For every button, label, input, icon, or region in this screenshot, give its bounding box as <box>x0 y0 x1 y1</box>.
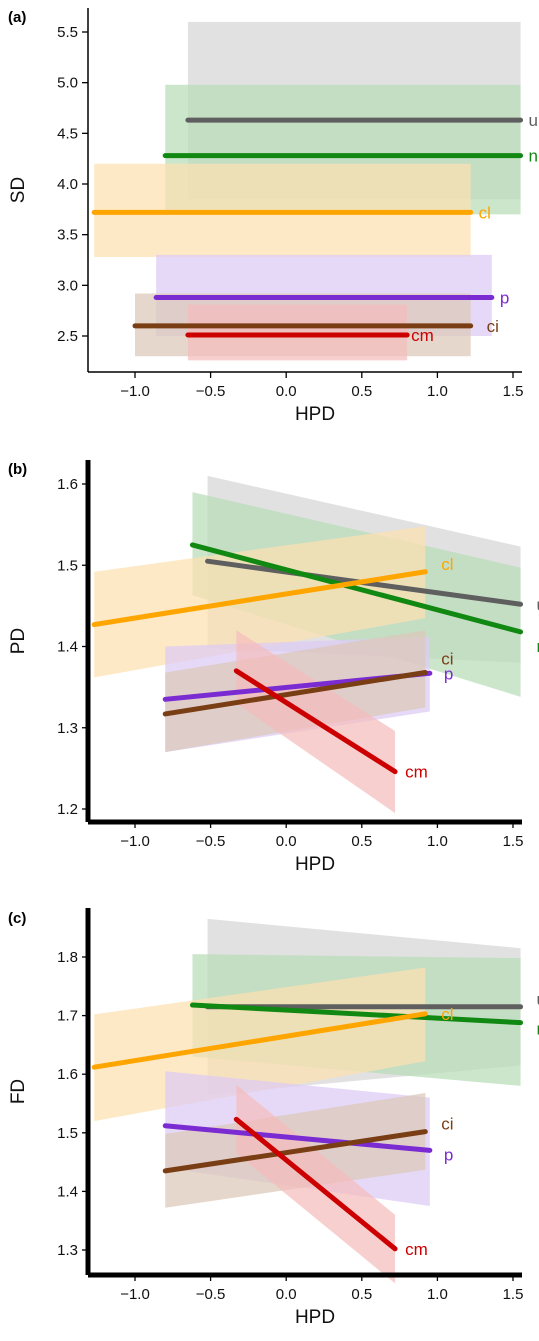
x-axis-title: HPD <box>295 854 335 875</box>
x-tick-label: 0.0 <box>276 833 297 850</box>
panel-label: (a) <box>8 9 26 26</box>
y-tick-label: 1.6 <box>57 476 78 493</box>
y-axis-title: PD <box>8 628 29 654</box>
x-tick-label: −0.5 <box>196 833 226 850</box>
x-axis-title: HPD <box>295 1307 335 1328</box>
panel-0: un cl pci cm 2.5 3.0 3.5 4.0 4.5 5.0 5.5 −1.0 −0.5 0.… <box>8 8 538 425</box>
y-tick-label: 1.7 <box>57 1008 78 1025</box>
y-tick-label: 1.3 <box>57 1242 78 1259</box>
series-label-n: n <box>537 637 539 656</box>
series-label-u: u <box>537 595 539 614</box>
x-axis-title: HPD <box>295 404 335 425</box>
series-label-ci: ci <box>487 317 499 336</box>
series-label-p: p <box>500 288 509 307</box>
y-tick-label: 3.5 <box>57 227 78 244</box>
x-tick-label: 1.5 <box>503 1286 524 1303</box>
series-label-cm: cm <box>405 1240 428 1259</box>
series-line-cl <box>91 1011 428 1070</box>
x-tick-label: −0.5 <box>196 383 226 400</box>
y-tick-label: 1.3 <box>57 720 78 737</box>
series-line-n <box>189 542 524 635</box>
panel-1: u n cl pci cm 1.2 1.3 1.4 1.5 1.6 −1.0 −0.5 0.0 0.5 1.… <box>8 460 539 875</box>
x-tick-label: 0.0 <box>276 1286 297 1303</box>
series-label-u: u <box>529 111 538 130</box>
series-label-cm: cm <box>405 763 428 782</box>
series-line-n <box>189 1002 524 1026</box>
series-label-ci: ci <box>441 1115 453 1134</box>
series-label-n: n <box>537 1020 539 1039</box>
y-tick-label: 3.0 <box>57 277 78 294</box>
series-label-cm: cm <box>411 326 434 345</box>
series-line-cm <box>233 668 398 775</box>
x-tick-label: 1.5 <box>503 833 524 850</box>
x-tick-label: 0.5 <box>351 833 372 850</box>
y-tick-label: 2.5 <box>57 328 78 345</box>
panel-label: (b) <box>8 461 27 478</box>
x-tick-label: −1.0 <box>120 833 150 850</box>
band-cl <box>94 526 426 678</box>
panel-label: (c) <box>8 910 26 927</box>
y-axis-title: SD <box>8 177 29 203</box>
x-tick-label: 0.5 <box>351 1286 372 1303</box>
series-label-p: p <box>444 1145 453 1164</box>
series-line-p <box>162 1123 433 1153</box>
y-tick-label: 1.5 <box>57 557 78 574</box>
series-line-ci <box>162 1129 428 1174</box>
x-tick-label: −1.0 <box>120 383 150 400</box>
band-cm <box>187 304 408 361</box>
panel-2: un cl p ci cm 1.3 1.4 1.5 1.6 1.7 1.8 −1.0 −0.5 0.0 0.… <box>8 908 539 1328</box>
y-tick-label: 5.0 <box>57 75 78 92</box>
series-line-ci <box>162 670 428 717</box>
y-tick-label: 1.5 <box>57 1125 78 1142</box>
x-tick-label: −0.5 <box>196 1286 226 1303</box>
x-tick-label: 1.0 <box>427 383 448 400</box>
x-tick-label: 0.5 <box>351 383 372 400</box>
series-label-u: u <box>537 990 539 1009</box>
series-label-p: p <box>444 664 453 683</box>
x-tick-label: 1.0 <box>427 833 448 850</box>
x-tick-label: 1.5 <box>503 383 524 400</box>
y-tick-label: 1.4 <box>57 1183 78 1200</box>
series-label-cl: cl <box>441 1005 453 1024</box>
series-label-n: n <box>529 147 538 166</box>
x-tick-label: 1.0 <box>427 1286 448 1303</box>
series-label-cl: cl <box>441 555 453 574</box>
series-label-cl: cl <box>479 203 491 222</box>
series-line-cm <box>233 1116 398 1252</box>
series-line-cl <box>91 569 428 628</box>
y-tick-label: 5.5 <box>57 24 78 41</box>
x-tick-label: −1.0 <box>120 1286 150 1303</box>
x-tick-label: 0.0 <box>276 383 297 400</box>
y-tick-label: 1.4 <box>57 639 78 656</box>
y-tick-label: 4.5 <box>57 125 78 142</box>
y-tick-label: 1.8 <box>57 949 78 966</box>
y-axis-title: FD <box>8 1079 29 1104</box>
y-tick-label: 1.2 <box>57 801 78 818</box>
y-tick-label: 1.6 <box>57 1066 78 1083</box>
series-label-ci: ci <box>441 650 453 669</box>
y-tick-label: 4.0 <box>57 176 78 193</box>
